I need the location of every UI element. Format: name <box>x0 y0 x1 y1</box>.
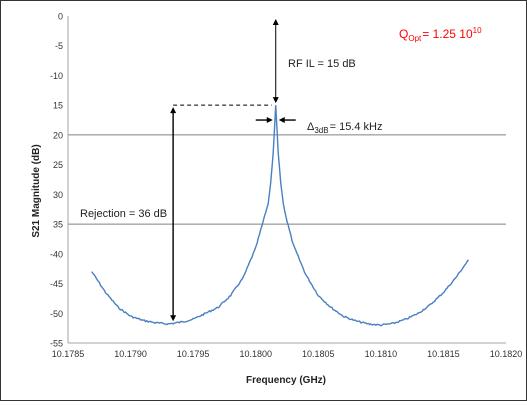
y-tick-label: -55 <box>50 339 63 349</box>
y-tick-label: -10 <box>50 71 63 81</box>
y-tick-label: 0 <box>58 12 63 22</box>
bw-arrowhead-left <box>266 117 273 124</box>
il-arrowhead-top <box>272 19 279 25</box>
rejection-annotation: Rejection = 36 dB <box>80 208 167 220</box>
x-tick-label: 10.1795 <box>177 349 210 359</box>
rejection-arrowhead-bottom <box>170 315 177 322</box>
x-tick-label: 10.1785 <box>52 349 85 359</box>
gridlines <box>68 134 506 225</box>
x-axis-title: Frequency (GHz) <box>246 375 326 386</box>
x-tick-label: 10.1790 <box>114 349 147 359</box>
y-tick-label: -40 <box>50 249 63 259</box>
bw-arrowhead-right <box>278 117 285 124</box>
y-tick-label: 20 <box>53 130 63 140</box>
delta-bandwidth-annotation: Δ3dB= 15.4 kHz <box>307 121 382 135</box>
annotation-markers <box>170 19 296 322</box>
axes <box>67 16 506 344</box>
y-axis-title: S21 Magnitude (dB) <box>31 144 42 237</box>
y-tick-label: -5 <box>55 41 63 51</box>
x-tick-label: 10.1810 <box>365 349 398 359</box>
y-tick-label: 25 <box>53 160 63 170</box>
rejection-arrowhead-top <box>170 107 177 114</box>
x-tick-labels: 10.1785 10.1790 10.1795 10.1800 10.1805 10.18… <box>52 349 523 359</box>
x-tick-label: 10.1815 <box>427 349 460 359</box>
q-opt-annotation: QOpt= 1.25 1010 <box>399 26 482 43</box>
rf-il-annotation: RF IL = 15 dB <box>288 58 356 70</box>
il-arrowhead-bottom <box>272 97 279 104</box>
y-tick-label: 35 <box>53 220 63 230</box>
x-tick-label: 10.1805 <box>302 349 335 359</box>
y-tick-label: -45 <box>50 279 63 289</box>
series-line <box>91 105 470 327</box>
y-tick-label: 15 <box>53 101 63 111</box>
y-tick-label: 30 <box>53 190 63 200</box>
x-tick-label: 10.1800 <box>239 349 272 359</box>
x-tick-label: 10.1820 <box>490 349 523 359</box>
y-tick-labels: 0 -5 -10 15 20 25 30 35 -40 -45 -50 -55 <box>50 12 63 349</box>
y-tick-label: -50 <box>50 309 63 319</box>
